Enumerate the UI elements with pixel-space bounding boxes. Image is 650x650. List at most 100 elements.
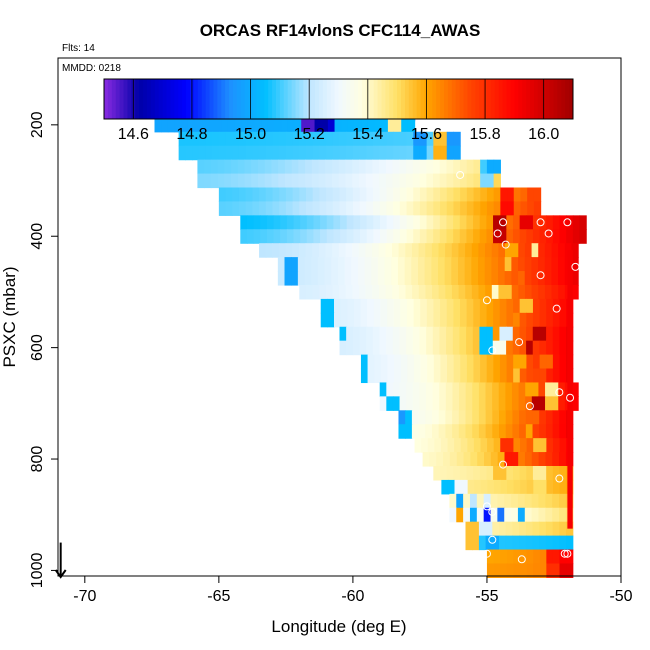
heatmap-cell <box>407 354 415 370</box>
heatmap-cell <box>525 382 533 397</box>
heatmap-cell <box>551 271 559 286</box>
heatmap-cell <box>559 229 567 244</box>
heatmap-cell <box>493 563 501 578</box>
heatmap-cell <box>519 229 527 244</box>
heatmap-cell <box>399 187 408 203</box>
heatmap-cell <box>539 549 547 565</box>
heatmap-cell <box>425 284 433 300</box>
heatmap-cell <box>214 117 222 133</box>
heatmap-cell <box>417 271 426 286</box>
heatmap-cell <box>365 159 374 175</box>
heatmap-cell <box>493 173 501 189</box>
heatmap-cell <box>259 243 267 258</box>
heatmap-cell <box>299 145 307 161</box>
heatmap-cell <box>544 271 553 286</box>
heatmap-cell <box>387 298 395 314</box>
heatmap-cell <box>552 298 561 314</box>
sample-point <box>493 229 502 238</box>
heatmap-cell <box>411 243 420 258</box>
heatmap-cell <box>318 173 326 189</box>
heatmap-cell <box>513 354 521 370</box>
heatmap-cell <box>552 535 560 551</box>
heatmap-cell <box>359 326 367 342</box>
heatmap-cell <box>298 159 306 175</box>
heatmap-cell <box>258 173 266 189</box>
heatmap-cell <box>436 452 444 467</box>
heatmap-cell <box>477 452 485 467</box>
heatmap-cell <box>379 131 388 147</box>
heatmap-cell <box>385 159 394 175</box>
heatmap-cell <box>420 354 428 370</box>
heatmap-cell <box>532 465 541 481</box>
heatmap-cell <box>399 201 408 216</box>
heatmap-cell <box>339 326 347 342</box>
heatmap-cell <box>360 312 368 328</box>
heatmap-cell <box>272 187 280 203</box>
heatmap-cell <box>305 187 314 203</box>
heatmap-cell <box>346 215 354 230</box>
heatmap-cell <box>338 173 347 189</box>
heatmap-cell <box>459 465 468 481</box>
heatmap-cell <box>285 131 294 147</box>
heatmap-cell <box>245 145 253 161</box>
heatmap-cell <box>392 396 401 411</box>
heatmap-cell <box>579 229 587 244</box>
heatmap-cell <box>546 298 554 314</box>
heatmap-cell <box>347 298 355 314</box>
heatmap-cell <box>232 187 240 203</box>
heatmap-cell <box>459 340 467 356</box>
heatmap-cell <box>453 215 461 230</box>
heatmap-cell <box>379 145 388 161</box>
heatmap-cell <box>280 229 288 244</box>
heatmap-cell <box>419 159 427 175</box>
heatmap-cell <box>513 479 521 495</box>
heatmap-cell <box>426 131 434 147</box>
heatmap-cell <box>526 215 534 230</box>
colorbar-segment <box>373 79 379 119</box>
colorbar-segment <box>264 79 269 119</box>
heatmap-cell <box>264 159 273 175</box>
heatmap-cell <box>373 298 382 314</box>
heatmap-cell <box>425 424 433 439</box>
heatmap-cell <box>225 187 233 203</box>
heatmap-cell <box>566 563 574 578</box>
heatmap-cell <box>506 340 514 356</box>
heatmap-cell <box>499 229 507 244</box>
x-axis-label: Longitude (deg E) <box>271 617 406 636</box>
heatmap-cell <box>505 410 514 425</box>
heatmap-cell <box>546 479 554 495</box>
heatmap-cell <box>277 257 286 272</box>
heatmap-cell <box>385 173 394 189</box>
heatmap-cell <box>440 187 448 203</box>
heatmap-cell <box>366 215 374 230</box>
heatmap-cell <box>345 243 353 258</box>
heatmap-cell <box>319 201 327 216</box>
heatmap-cell <box>433 187 441 203</box>
heatmap-cell <box>357 257 366 272</box>
heatmap-cell <box>187 117 196 133</box>
heatmap-cell <box>346 340 354 356</box>
heatmap-cell <box>473 201 481 216</box>
heatmap-cell <box>366 145 374 161</box>
heatmap-cell <box>292 201 300 216</box>
heatmap-cell <box>285 187 294 203</box>
sample-point <box>482 296 491 305</box>
heatmap-cell <box>545 452 553 467</box>
heatmap-cell <box>526 354 534 370</box>
heatmap-cell <box>459 382 467 397</box>
colorbar-segment <box>346 79 351 119</box>
heatmap-cell <box>539 340 547 356</box>
heatmap-cell <box>231 173 239 189</box>
heatmap-cell <box>352 159 360 175</box>
heatmap-cell <box>538 382 546 397</box>
heatmap-cell <box>385 243 393 258</box>
heatmap-cell <box>507 187 515 203</box>
x-tick-label: -55 <box>475 588 498 605</box>
heatmap-cell <box>338 243 347 258</box>
heatmap-cell <box>505 521 514 537</box>
heatmap-cell <box>365 284 373 300</box>
heatmap-cell <box>392 173 400 189</box>
heatmap-cell <box>413 145 421 161</box>
heatmap-cell <box>520 201 528 216</box>
heatmap-cell <box>506 229 514 244</box>
